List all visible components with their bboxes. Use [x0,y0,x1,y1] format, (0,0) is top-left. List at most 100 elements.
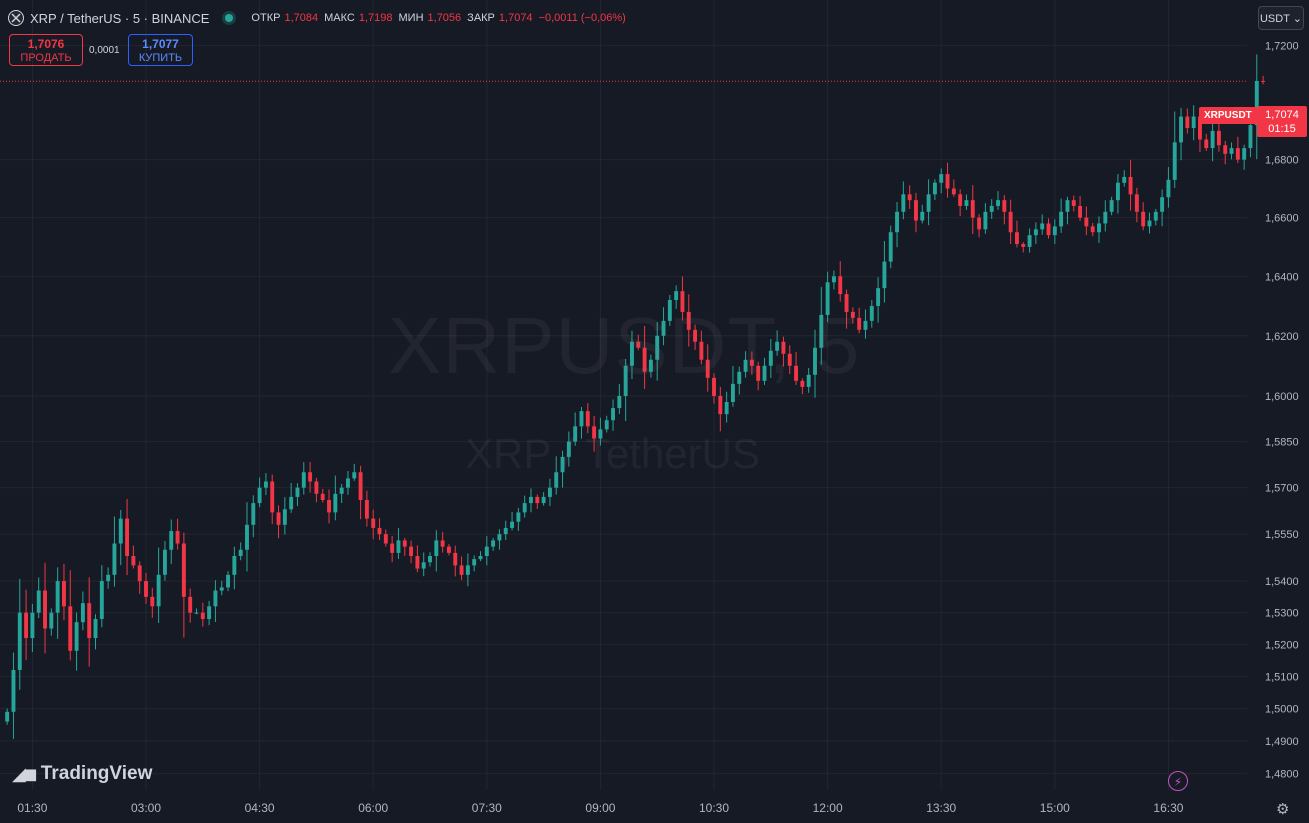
candle-body [144,581,148,597]
candle-body [718,395,723,415]
candle-body [901,194,906,212]
candle [1229,142,1234,160]
candle [1172,111,1177,188]
candle-body [661,320,666,336]
candle [529,488,533,513]
candle [333,475,338,521]
candle-body [308,472,313,482]
price-tick-label: 1,4900 [1265,736,1299,748]
symbol-title[interactable]: XRP / TetherUS · 5 · BINANCE [30,10,210,26]
candle-body [592,426,597,439]
candle-body [1242,148,1247,160]
candle-body [459,565,464,575]
chart-grid [0,0,1247,790]
candle [945,162,950,198]
candle [106,567,111,589]
candle-body [529,496,533,504]
candle-body [996,200,1000,206]
candle-body [655,335,660,360]
lightning-icon[interactable]: ⚡ [1168,771,1188,791]
candle [674,285,679,309]
candle [175,518,180,550]
candle [749,351,754,375]
candle [617,383,622,415]
candle-body [1210,130,1215,149]
candle [1210,118,1215,162]
candle [1242,144,1247,170]
candle [825,271,830,323]
time-tick-label: 09:00 [585,801,615,815]
candle-body [604,420,609,430]
candle-body [257,487,262,504]
candle [11,652,16,739]
candle [907,185,912,209]
watermark-ticker: XRPUSDT, 5 [388,301,861,390]
candle [1254,54,1259,160]
low-label: МИН [398,12,424,24]
candle-body [693,329,698,342]
candle-body [566,441,571,457]
candle [794,352,799,385]
candle-body [813,347,817,375]
candle-body [49,612,54,629]
candle-body [667,300,672,321]
candle-body [945,174,950,189]
candle [276,505,281,539]
xrp-logo-icon [8,10,24,26]
tradingview-wordmark: TradingView [40,763,153,784]
sell-button[interactable]: 1,7076 ПРОДАТЬ [9,34,83,66]
candle-body [989,205,994,212]
watermark-name: XRP / TetherUS [465,430,760,477]
candle-body [276,512,281,525]
candle [17,578,22,690]
candle [440,531,445,553]
candle-body [1084,217,1089,227]
candle [1071,195,1076,212]
candle [932,179,937,201]
high-value: 1,7198 [358,12,393,24]
candle [390,536,395,563]
candle [1134,187,1139,223]
buy-button[interactable]: 1,7077 КУПИТЬ [128,34,193,66]
tradingview-logo[interactable]: ◢◼ TradingView [12,763,152,785]
candle [541,492,546,506]
candle [137,561,142,594]
currency-select[interactable]: USDT ⌄ [1258,6,1304,30]
candle-body [314,481,319,494]
candle-body [541,496,546,504]
candle-body [705,359,710,378]
candle-body [1229,148,1234,154]
candle-body [194,612,199,614]
candle [1261,75,1266,85]
candle-body [844,294,849,312]
candle-body [756,365,761,381]
candle-body [573,426,578,442]
candle [693,324,698,350]
candle [207,600,212,626]
candle [623,359,628,421]
candle-body [472,559,477,566]
settings-gear-icon[interactable]: ⚙ [1276,801,1290,818]
candle [503,520,508,541]
price-tick-label: 1,7200 [1265,41,1299,53]
candle-body [93,618,98,639]
candle-body [270,481,275,513]
candle-body [762,365,767,381]
candle [800,378,805,395]
candle [1128,159,1133,211]
candle [914,192,918,233]
candle [958,189,963,217]
candle-body [1078,205,1083,218]
candle-body [914,200,918,221]
candle-body [1141,211,1146,227]
candle-body [1103,211,1108,224]
candle-body [1166,179,1171,198]
candle-body [497,534,502,541]
candle-body [547,487,552,497]
candle [762,357,767,385]
candle [611,399,615,431]
candle [516,507,521,531]
candle-body [1052,226,1057,236]
candle-body [1261,80,1266,82]
